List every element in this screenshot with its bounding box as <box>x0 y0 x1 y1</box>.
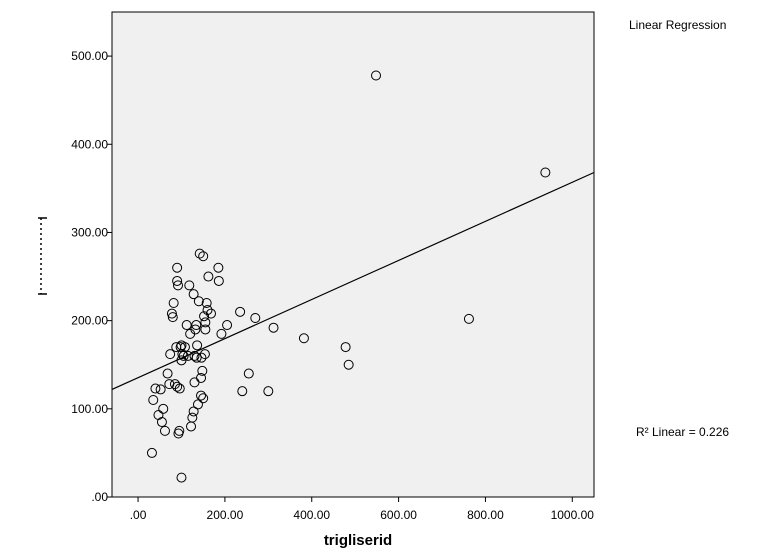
data-points <box>146 70 551 483</box>
data-point <box>188 406 199 417</box>
data-point <box>190 324 201 335</box>
data-point <box>177 349 188 360</box>
x-tick-label: 600.00 <box>380 508 417 522</box>
data-point <box>158 403 169 414</box>
data-point <box>222 320 233 331</box>
x-tick-label: 800.00 <box>467 508 504 522</box>
data-point <box>199 349 210 360</box>
data-point <box>340 342 351 353</box>
data-point <box>193 296 204 307</box>
data-point <box>202 305 213 316</box>
data-point <box>173 280 184 291</box>
data-point <box>166 308 177 319</box>
data-point <box>165 349 176 360</box>
data-point <box>213 262 224 273</box>
data-point <box>172 381 183 392</box>
data-point <box>156 417 167 428</box>
data-point <box>243 368 254 379</box>
x-axis-title: trigliserid <box>324 532 392 549</box>
data-point <box>540 167 551 178</box>
data-point <box>213 275 224 286</box>
y-tick-label: .00 <box>91 490 108 504</box>
data-point <box>148 395 159 405</box>
data-point <box>298 333 309 344</box>
data-point <box>175 342 186 353</box>
y-tick-label: 400.00 <box>71 137 108 151</box>
x-tick-label: 400.00 <box>293 508 330 522</box>
y-tick-label: 100.00 <box>71 402 108 416</box>
x-tick-label: 200.00 <box>207 508 244 522</box>
data-point <box>188 289 199 300</box>
data-point <box>192 340 203 351</box>
data-point <box>463 313 474 324</box>
data-point <box>201 298 212 308</box>
data-point <box>198 393 209 404</box>
data-point <box>206 308 217 319</box>
data-point <box>196 390 207 401</box>
y-tick-label: 200.00 <box>71 314 108 328</box>
data-point <box>181 320 192 331</box>
y-axis-title-placeholder <box>38 217 47 295</box>
data-point <box>174 425 185 436</box>
data-point <box>191 352 202 363</box>
data-point <box>189 350 200 361</box>
data-point <box>200 324 211 335</box>
data-point <box>150 383 161 394</box>
y-tick-labels: .00 100.00 200.00 300.00 400.00 500.00 <box>71 49 108 504</box>
data-point <box>191 320 202 331</box>
data-point <box>237 386 248 397</box>
data-point <box>176 472 187 483</box>
data-point <box>172 275 183 286</box>
data-point <box>199 311 210 322</box>
data-point <box>168 298 179 308</box>
data-point <box>250 312 261 323</box>
data-point <box>343 359 354 370</box>
data-point <box>167 312 178 323</box>
fit-line-group <box>111 171 595 390</box>
data-point <box>216 328 227 339</box>
data-point <box>194 248 205 259</box>
data-point <box>172 262 183 273</box>
x-tick-label: .00 <box>130 508 147 522</box>
plot-area <box>111 11 595 498</box>
x-tick-labels: .00 200.00 400.00 600.00 800.00 1000.00 <box>130 508 595 522</box>
data-point <box>159 425 170 436</box>
data-point <box>196 372 207 383</box>
data-point <box>162 368 173 379</box>
data-point <box>155 384 166 395</box>
y-tick-label: 300.00 <box>71 225 108 239</box>
data-point <box>263 386 274 397</box>
data-point <box>200 317 211 328</box>
axes <box>107 55 573 502</box>
data-point <box>196 352 207 363</box>
data-point <box>174 383 185 394</box>
data-point <box>187 412 198 423</box>
data-point <box>203 271 214 282</box>
data-point <box>198 251 209 262</box>
data-point <box>146 447 157 458</box>
regression-line <box>111 171 595 390</box>
data-point <box>235 306 246 317</box>
y-tick-label: 500.00 <box>71 49 108 63</box>
x-tick-label: 1000.00 <box>551 508 595 522</box>
data-point <box>197 365 208 376</box>
data-point <box>179 342 190 353</box>
legend-label: Linear Regression <box>629 18 726 32</box>
data-point <box>184 280 195 291</box>
data-point <box>192 399 203 410</box>
data-point <box>371 70 382 81</box>
data-point <box>268 322 279 333</box>
r-squared-label: R² Linear = 0.226 <box>636 425 729 439</box>
